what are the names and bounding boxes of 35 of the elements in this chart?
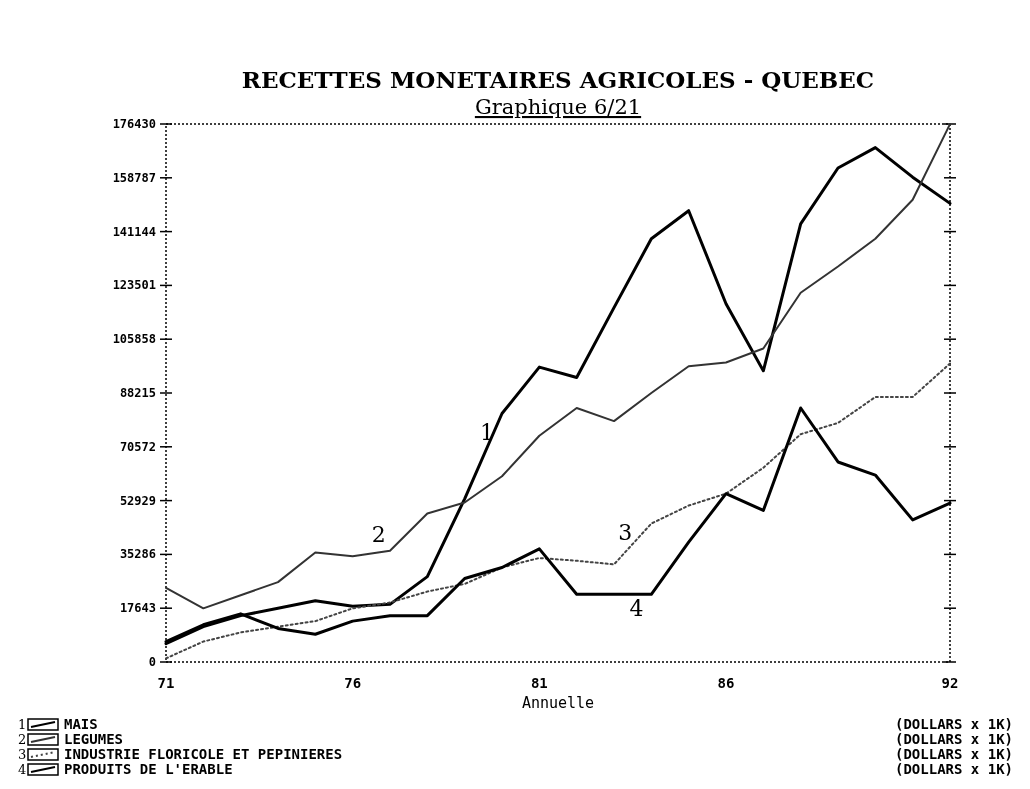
annotation: 2 xyxy=(371,522,386,548)
chart-subtitle: Graphique 6/21 xyxy=(474,95,642,119)
y-tick-label: 70572 xyxy=(119,439,156,454)
text: (DOLLARS x 1K) xyxy=(894,731,1013,747)
x-tick-label: 92 xyxy=(941,675,959,691)
legend-label: LEGUMES xyxy=(64,731,124,747)
x-tick-label: 71 xyxy=(157,675,175,691)
chart-title: RECETTES MONETAIRES AGRICOLES - QUEBEC xyxy=(241,66,875,93)
y-tick-label: 158787 xyxy=(112,170,156,185)
y-tick-label: 141144 xyxy=(112,224,156,239)
text: 1 xyxy=(18,717,27,732)
y-tick-label: 176430 xyxy=(112,117,156,131)
y-tick-label: 123501 xyxy=(112,278,156,293)
y-tick-label: 105858 xyxy=(112,332,156,347)
y-tick-label: 88215 xyxy=(119,386,156,400)
text: (DOLLARS x 1K) xyxy=(894,746,1013,762)
y-tick-label: 0 xyxy=(148,655,156,669)
x-axis-title: Annuelle xyxy=(521,694,595,712)
x-tick-label: 86 xyxy=(717,675,735,691)
text: (DOLLARS x 1K) xyxy=(894,716,1013,732)
x-tick-label: 76 xyxy=(344,675,362,691)
text: (DOLLARS x 1K) xyxy=(894,761,1013,777)
y-tick-label: 52929 xyxy=(119,493,156,508)
x-tick-label: 81 xyxy=(530,675,548,691)
text: 2 xyxy=(18,732,27,747)
text: 3 xyxy=(18,747,27,762)
y-tick-label: 17643 xyxy=(119,601,156,616)
annotation: 1 xyxy=(480,419,495,445)
text: 4 xyxy=(18,762,27,777)
y-tick-label: 35286 xyxy=(119,547,156,562)
annotation: 3 xyxy=(618,520,633,546)
legend-label: MAIS xyxy=(64,716,98,732)
legend-label: INDUSTRIE FLORICOLE ET PEPINIERES xyxy=(64,746,343,762)
legend-label: PRODUITS DE L'ERABLE xyxy=(64,761,233,777)
annotation: 4 xyxy=(629,596,644,622)
